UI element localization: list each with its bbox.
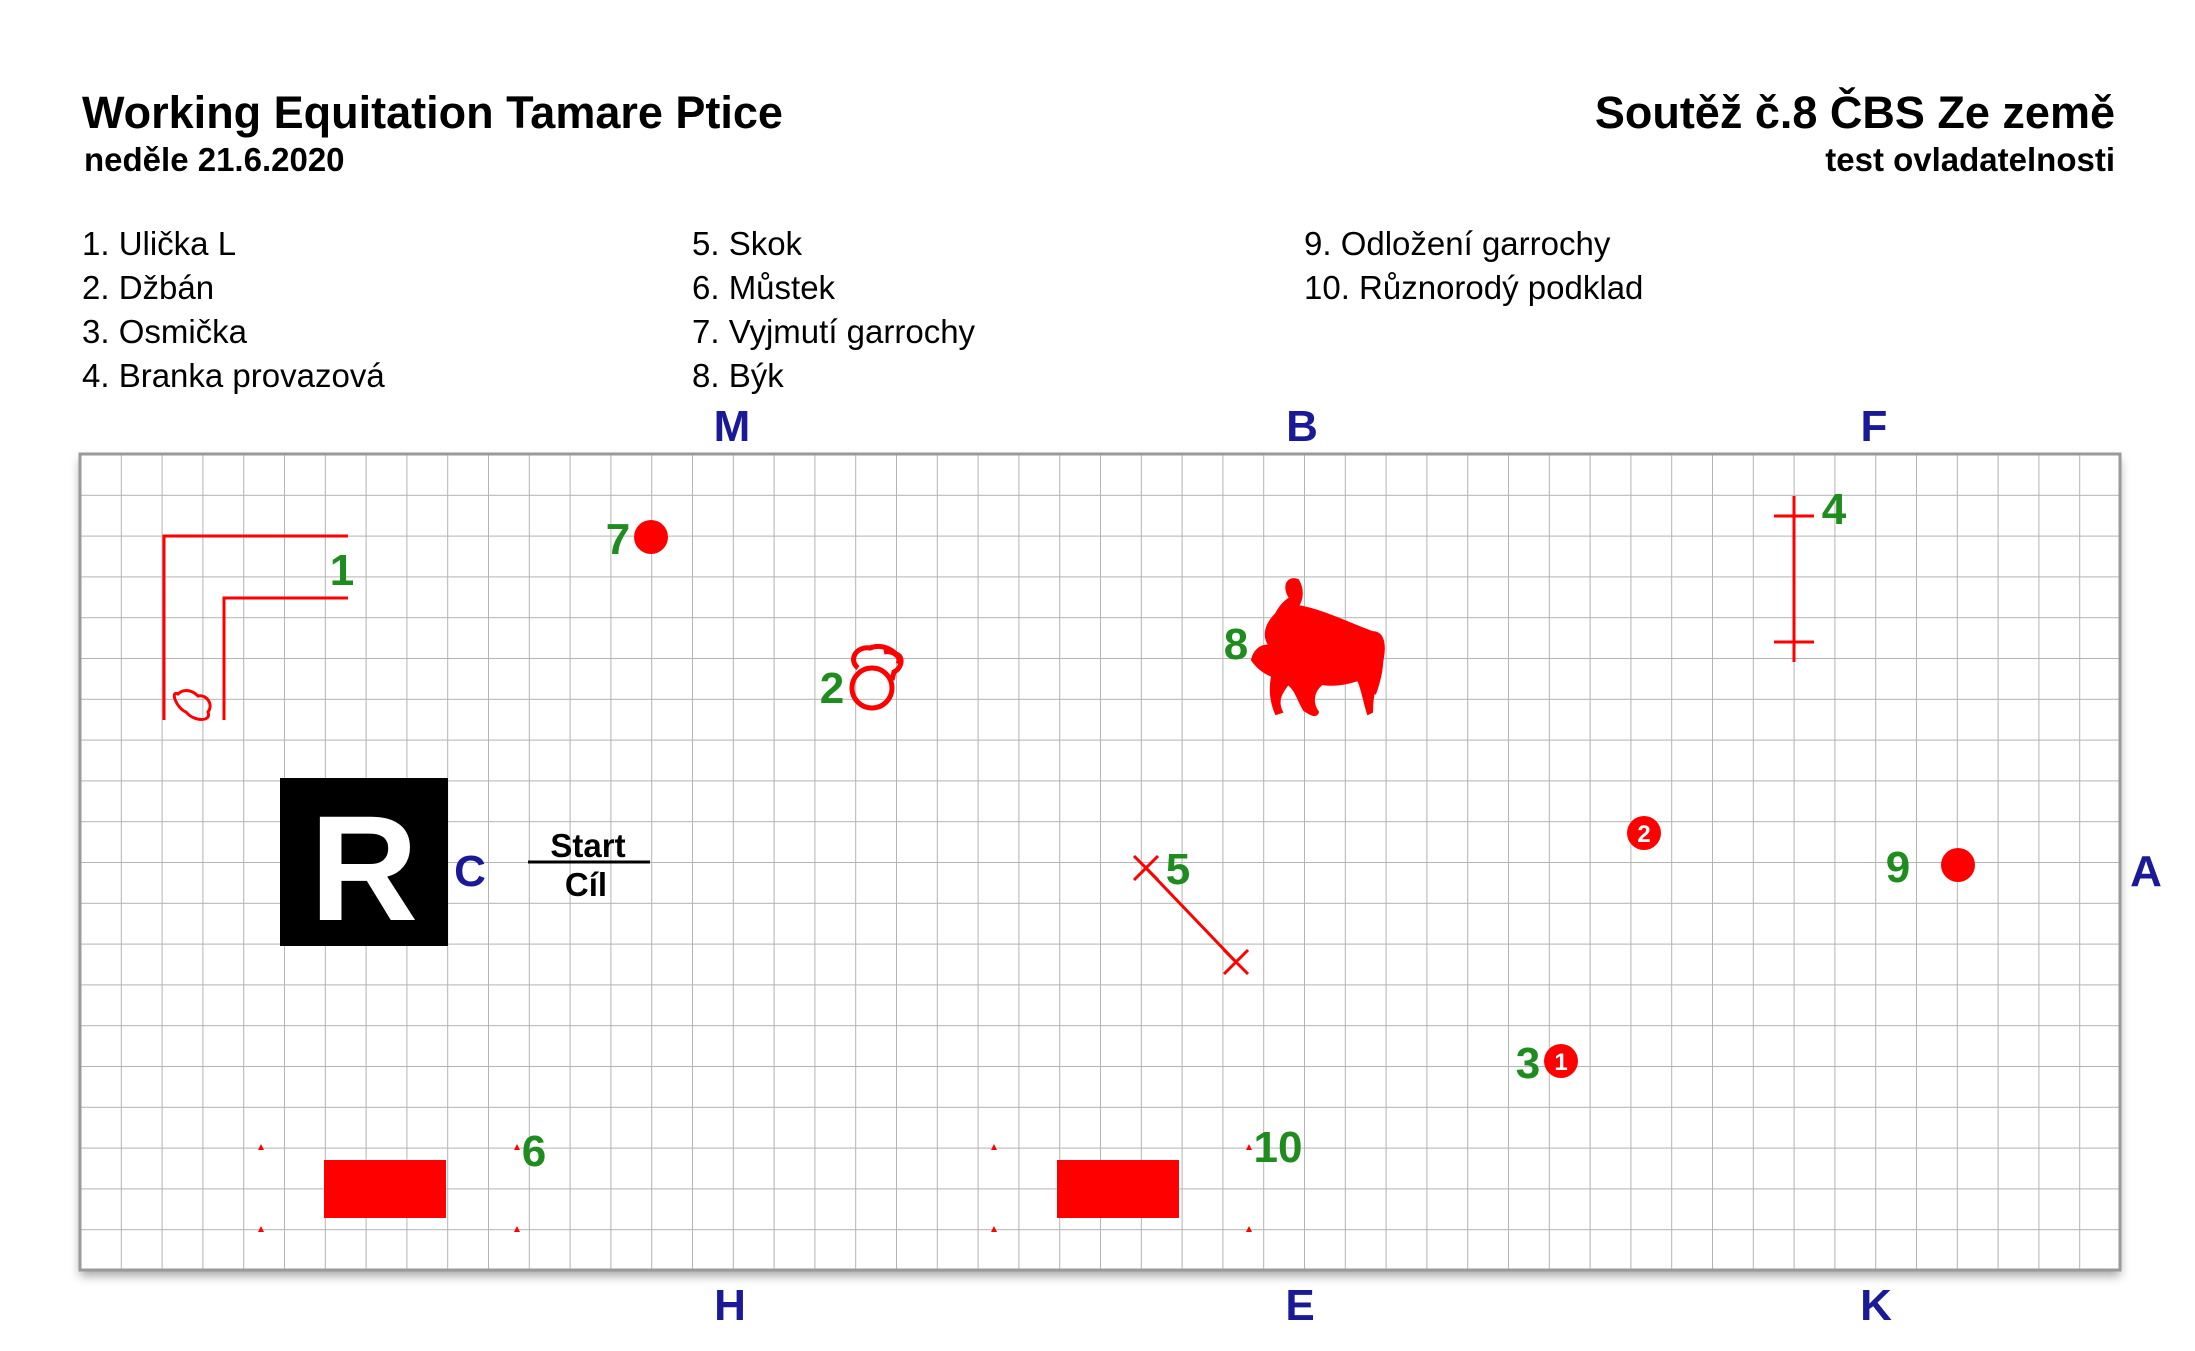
legend-item: 3. Osmička: [82, 313, 248, 350]
legend-item: 2. Džbán: [82, 269, 215, 306]
start-finish-line: Start Cíl: [528, 827, 650, 903]
arena-letter-h: H: [714, 1281, 746, 1330]
garrocha-drop-marker: [1941, 848, 1975, 882]
obstacle-number-7: 7: [606, 515, 630, 564]
start-label: Start: [550, 827, 625, 864]
arena-letter-k: K: [1860, 1281, 1892, 1330]
event-date: neděle 21.6.2020: [84, 141, 345, 178]
legend-column-2: 5. Skok 6. Můstek 7. Vyjmutí garrochy 8.…: [692, 222, 975, 398]
arena-letter-m: M: [714, 402, 751, 451]
legend-item: 1. Ulička L: [82, 225, 237, 262]
arena-letter-f: F: [1861, 402, 1888, 451]
varied-surface-obstacle: [991, 1144, 1252, 1232]
arena-letter-b: B: [1286, 402, 1318, 451]
judge-box-letter: R: [310, 784, 418, 952]
obstacle-number-10: 10: [1254, 1123, 1303, 1172]
jug-icon: [849, 643, 904, 711]
legend-item: 7. Vyjmutí garrochy: [692, 313, 976, 350]
judge-box: R: [280, 778, 448, 952]
competition-title: Soutěž č.8 ČBS Ze země: [1594, 87, 2115, 138]
obstacle-number-1: 1: [330, 546, 354, 595]
arena-letter-c: C: [454, 847, 486, 896]
obstacle-number-4: 4: [1822, 485, 1847, 534]
legend-item: 4. Branka provazová: [82, 357, 385, 394]
obstacle-number-6: 6: [522, 1127, 546, 1176]
svg-text:1: 1: [1554, 1049, 1567, 1076]
competition-subtitle: test ovladatelnosti: [1825, 141, 2115, 178]
garrocha-pick-marker: [634, 520, 668, 554]
arena-letter-a: A: [2130, 847, 2162, 896]
svg-text:2: 2: [1637, 821, 1650, 848]
finish-label: Cíl: [565, 866, 607, 903]
bull-icon: [1250, 578, 1385, 717]
cone-icon: [172, 689, 212, 721]
barrel-marker-2: 2: [1627, 816, 1661, 850]
jump-obstacle: [1132, 854, 1250, 976]
obstacle-number-3: 3: [1516, 1039, 1540, 1088]
bridge-obstacle: [258, 1144, 520, 1232]
legend-column-1: 1. Ulička L 2. Džbán 3. Osmička 4. Brank…: [82, 222, 385, 398]
legend-item: 5. Skok: [692, 225, 803, 262]
arena-letter-e: E: [1285, 1281, 1314, 1330]
obstacle-number-5: 5: [1166, 845, 1190, 894]
obstacle-l-corridor: [162, 534, 348, 721]
obstacle-number-2: 2: [820, 664, 844, 713]
legend-item: 6. Můstek: [692, 269, 836, 306]
legend-column-3: 9. Odložení garrochy 10. Různorodý podkl…: [1304, 222, 1643, 310]
barrel-marker-1: 1: [1544, 1044, 1578, 1078]
obstacle-number-9: 9: [1886, 843, 1910, 892]
legend-item: 8. Býk: [692, 357, 784, 394]
legend-item: 10. Různorodý podklad: [1304, 269, 1644, 306]
legend-item: 9. Odložení garrochy: [1304, 225, 1611, 262]
obstacle-number-8: 8: [1224, 620, 1248, 669]
event-title: Working Equitation Tamare Ptice: [82, 87, 783, 138]
rope-gate: [1774, 496, 1814, 662]
